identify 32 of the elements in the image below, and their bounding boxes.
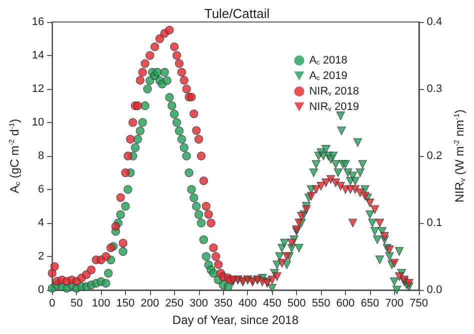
y-tick-label: 16 (32, 16, 44, 28)
y2-tick-label: 0.0 (426, 284, 442, 296)
y-tick-label: 4 (38, 217, 44, 229)
x-axis-title: Day of Year, since 2018 (172, 313, 299, 327)
x-tick-label: 550 (312, 298, 330, 310)
x-tick-label: 250 (165, 298, 184, 310)
x-tick-label: 650 (360, 298, 380, 310)
x-tick-label: 100 (92, 298, 110, 310)
x-tick-label: 300 (190, 298, 208, 310)
x-tick-label: 50 (70, 298, 83, 310)
y-tick-label: 10 (32, 116, 44, 128)
x-tick-label: 500 (287, 298, 306, 310)
x-tick-label: 0 (49, 298, 56, 310)
y-tick-label: 12 (32, 83, 44, 95)
y-tick-label: 6 (38, 184, 44, 196)
y-tick-label: 2 (38, 250, 44, 262)
x-tick-label: 150 (116, 298, 135, 310)
y2-tick-label: 0.4 (426, 16, 442, 28)
x-tick-label: 450 (262, 298, 282, 310)
y-tick-label: 0 (38, 284, 44, 296)
x-tick-label: 750 (410, 298, 428, 310)
x-tick-label: 350 (214, 298, 232, 310)
y2-tick-label: 0.1 (426, 217, 442, 229)
x-tick-label: 400 (238, 298, 257, 310)
x-tick-label: 700 (385, 298, 404, 310)
y-tick-label: 8 (38, 150, 44, 162)
y2-tick-label: 0.3 (426, 83, 442, 95)
y-tick-label: 14 (32, 50, 44, 62)
x-tick-label: 600 (336, 298, 355, 310)
x-tick-label: 200 (140, 298, 160, 310)
chart-title: Tule/Cattail (204, 6, 270, 21)
y2-tick-label: 0.2 (426, 150, 442, 162)
